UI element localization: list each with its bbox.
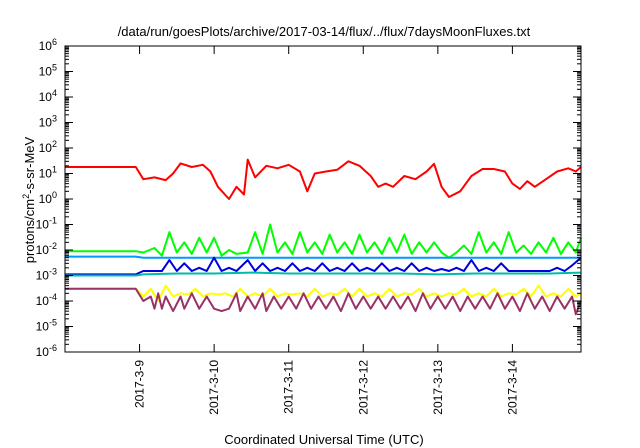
y-tick-label-exp: 6	[52, 37, 57, 47]
y-tick-label-base: 10	[39, 192, 53, 206]
y-tick-label: 102	[39, 139, 57, 155]
y-tick-label: 10-3	[36, 267, 57, 283]
x-tick-label: 2017-3-14	[505, 360, 519, 415]
y-tick-label-exp: -4	[49, 292, 57, 302]
y-tick-label-base: 10	[39, 39, 53, 53]
y-tick-label-base: 10	[36, 218, 50, 232]
series-line-6	[65, 284, 582, 302]
y-tick-label: 103	[39, 114, 57, 130]
axis-layer: 10-610-510-410-310-210-11001011021031041…	[36, 37, 581, 415]
x-tick-label: 2017-3-9	[133, 360, 147, 408]
y-tick-label: 105	[39, 63, 57, 79]
y-tick-label-exp: 1	[52, 165, 57, 175]
series-line-5	[65, 271, 582, 277]
series-line-1	[65, 158, 582, 200]
y-tick-label: 10-2	[36, 241, 57, 257]
y-tick-label-base: 10	[39, 65, 53, 79]
series-line-7	[65, 287, 582, 316]
x-tick-label: 2017-3-13	[431, 360, 445, 415]
y-tick-label-base: 10	[39, 116, 53, 130]
y-tick-label-exp: -2	[49, 241, 57, 251]
y-tick-label: 10-6	[36, 343, 57, 359]
y-tick-label: 104	[39, 88, 57, 104]
series-layer	[65, 158, 582, 316]
y-axis-label-base: protons/cm	[22, 199, 37, 263]
y-tick-label-exp: 3	[52, 114, 57, 124]
x-axis-label: Coordinated Universal Time (UTC)	[224, 432, 423, 447]
x-tick-label: 2017-3-11	[282, 360, 296, 414]
y-tick-label-base: 10	[39, 141, 53, 155]
y-tick-label-base: 10	[36, 269, 50, 283]
y-tick-label: 10-5	[36, 318, 57, 334]
y-tick-label: 100	[39, 190, 57, 206]
y-tick-label: 10-4	[36, 292, 57, 308]
y-tick-label: 106	[39, 37, 57, 53]
series-line-3	[65, 255, 581, 259]
y-tick-label-base: 10	[39, 167, 53, 181]
y-tick-label-exp: -6	[49, 343, 57, 353]
series-line-4	[65, 256, 582, 276]
y-tick-label-base: 10	[36, 294, 50, 308]
y-tick-label-base: 10	[36, 320, 50, 334]
y-tick-label-exp: 4	[52, 88, 57, 98]
y-tick-label: 101	[39, 165, 57, 181]
y-axis-label: protons/cm2-s-sr-MeV	[21, 136, 37, 263]
y-tick-label: 10-1	[36, 216, 57, 232]
y-tick-label-base: 10	[39, 90, 53, 104]
plot-frame	[64, 45, 582, 353]
y-tick-label-exp: -5	[49, 318, 57, 328]
y-tick-label-exp: 5	[52, 63, 57, 73]
y-axis-label-sup: 2	[21, 194, 31, 199]
y-tick-label-base: 10	[36, 345, 50, 359]
y-axis-label-tail: -s-sr-MeV	[22, 136, 37, 193]
y-tick-label-exp: 2	[52, 139, 57, 149]
x-tick-label: 2017-3-10	[207, 360, 221, 415]
series-line-2	[65, 223, 582, 259]
y-tick-label-base: 10	[36, 243, 50, 257]
x-tick-label: 2017-3-12	[356, 360, 370, 415]
y-tick-label-exp: -1	[49, 216, 57, 226]
chart-title: /data/run/goesPlots/archive/2017-03-14/f…	[118, 24, 531, 39]
y-tick-label-exp: 0	[52, 190, 57, 200]
y-tick-label-exp: -3	[49, 267, 57, 277]
